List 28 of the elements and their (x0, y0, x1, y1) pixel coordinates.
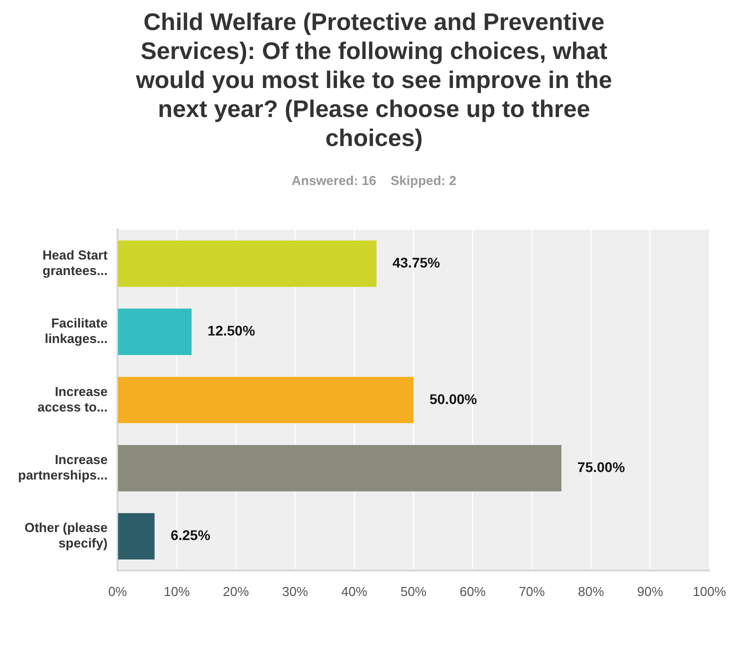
x-tick-label: 10% (164, 584, 190, 599)
x-tick-label: 100% (692, 584, 726, 599)
bar (118, 240, 376, 287)
x-tick-label: 60% (460, 584, 486, 599)
data-label: 6.25% (170, 527, 211, 544)
chart-subtitle: Answered: 16 Skipped: 2 (290, 173, 458, 188)
data-label: 75.00% (577, 459, 626, 476)
data-label: 43.75% (392, 254, 441, 271)
x-tick-label: 40% (341, 584, 368, 599)
x-tick-label: 50% (400, 584, 427, 599)
bar (118, 444, 562, 492)
y-tick-label: Facilitate linkages... (44, 316, 108, 346)
x-tick-label: 80% (578, 584, 604, 599)
x-tick-label: 0% (108, 584, 128, 599)
y-tick-label: Other (please specify) (24, 520, 108, 551)
data-label: 50.00% (429, 390, 478, 407)
bar (118, 308, 192, 356)
x-tick-label: 20% (222, 584, 250, 599)
x-tick-label: 30% (282, 584, 309, 599)
chart-title: Child Welfare (Protective and Preventive Services): Of the following choices, what would you most like to see improve in the next year? (Please choose up to three choices) (134, 8, 614, 153)
data-label: 12.50% (208, 322, 256, 339)
bar (118, 513, 155, 560)
x-tick-label: 90% (637, 584, 664, 599)
y-tick-label: Head Start grantees... (42, 247, 108, 278)
y-tick-label: Increase access to... (37, 384, 108, 414)
y-tick-label: Increase partnerships... (18, 452, 108, 483)
bar (118, 376, 414, 424)
x-tick-label: 70% (518, 584, 546, 599)
